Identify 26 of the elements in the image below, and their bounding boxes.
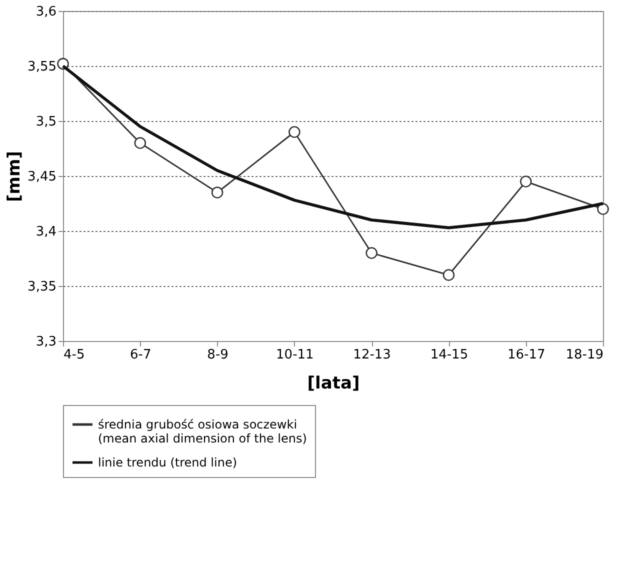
y-axis-title: [mm] (4, 151, 25, 202)
point (520, 176, 532, 188)
y-tick-label: 3,3 (36, 334, 56, 350)
point (134, 137, 146, 149)
point (366, 247, 378, 259)
y-tick-label: 3,45 (28, 170, 56, 184)
x-tick-label: 6-7 (130, 348, 152, 362)
point (211, 186, 224, 198)
legend-label: średnia grubość osiowa soczewki (mean axial dimension of the lens) (98, 418, 307, 446)
point (442, 269, 455, 281)
x-tick-label: 18-19 (566, 348, 604, 362)
y-tick-label: 3,4 (36, 224, 56, 240)
point (288, 126, 300, 138)
x-tick-label: 8-9 (207, 348, 228, 362)
legend-label: linie trendu (trend line) (98, 456, 238, 470)
x-tick-label: 16-17 (507, 348, 546, 362)
y-tick-label: 3,5 (36, 114, 56, 130)
y-tick-label: 3,6 (36, 4, 56, 20)
x-tick-label: 12-13 (353, 348, 391, 362)
y-tick-label: 3,35 (28, 280, 56, 294)
x-tick-label: 4-5 (64, 348, 85, 362)
y-tick-label: 3,55 (28, 60, 56, 74)
point (597, 203, 609, 215)
x-tick-label: 10-11 (276, 348, 314, 362)
x-tick-label: 14-15 (430, 348, 468, 362)
x-axis-title: [lata] (307, 374, 360, 394)
